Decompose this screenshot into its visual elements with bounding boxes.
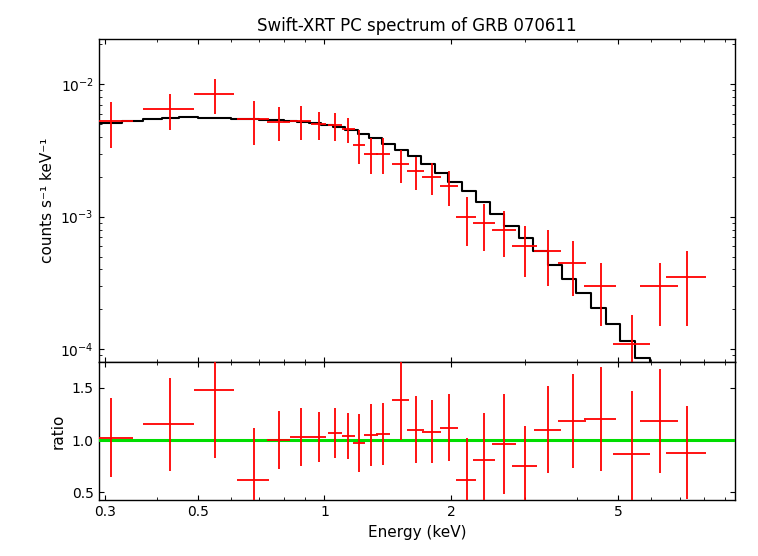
- Y-axis label: ratio: ratio: [51, 414, 66, 449]
- X-axis label: Energy (keV): Energy (keV): [368, 525, 466, 540]
- Title: Swift-XRT PC spectrum of GRB 070611: Swift-XRT PC spectrum of GRB 070611: [257, 17, 577, 34]
- Y-axis label: counts s⁻¹ keV⁻¹: counts s⁻¹ keV⁻¹: [39, 138, 55, 263]
